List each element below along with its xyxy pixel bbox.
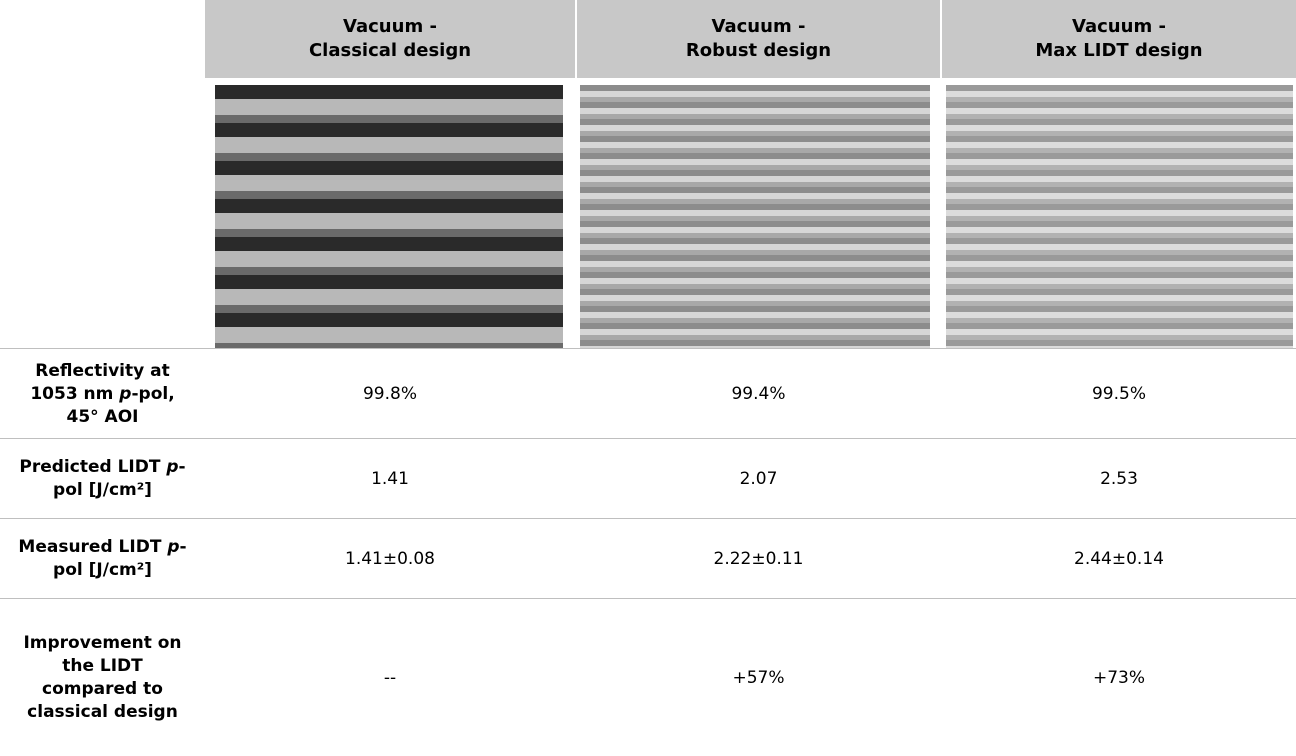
header-line: Robust design [685,40,832,61]
cell: 2.22±0.11 [713,549,804,569]
header-line: Classical design [308,40,472,61]
label-part: -pol, 45° AOI [66,383,175,427]
cell: +57% [732,667,785,688]
table-row: Reflectivity at 1053 nm p-pol, 45° AOI 99… [0,348,1296,439]
label-part: Predicted LIDT [19,457,167,477]
label-part: -pol [J/cm²] [53,457,186,500]
label-part: Measured LIDT [18,537,168,557]
row-label: Measured LIDT p-pol [J/cm²] [18,536,188,582]
sem-image [215,85,563,348]
cell: 2.44±0.14 [1074,549,1164,569]
sem-image [580,85,930,348]
row-label: Reflectivity at 1053 nm p-pol, 45° AOI [18,360,188,429]
label-part: p [167,537,180,557]
table-row: Measured LIDT p-pol [J/cm²] 1.41±0.08 2.22… [0,518,1296,599]
cell: 99.4% [731,384,786,404]
row-label: Predicted LIDT p-pol [J/cm²] [18,456,188,502]
header-line: Vacuum - [1072,16,1166,37]
cell: -- [383,667,397,688]
label-part: p [119,383,132,404]
label-part: -pol [J/cm²] [53,537,187,580]
cell: 99.8% [362,384,417,404]
row-header: Improvement on the LIDT compared to clas… [0,599,205,756]
table-row: Improvement on the LIDT compared to clas… [0,598,1296,756]
row-header: Measured LIDT p-pol [J/cm²] [0,519,205,599]
column-header: Vacuum - Robust design [577,0,940,78]
cell: 1.41±0.08 [345,549,435,569]
header-line: Vacuum - [711,16,806,37]
row-label: Improvement on the LIDT compared to clas… [18,632,188,724]
row-header: Predicted LIDT p-pol [J/cm²] [0,439,205,519]
cell: 99.5% [1091,384,1146,404]
header-line: Max LIDT design [1035,40,1203,61]
label-part: Reflectivity at 1053 nm [30,360,170,404]
cell: 2.07 [739,469,778,489]
table-row: Predicted LIDT p-pol [J/cm²] 1.41 2.07 2.53 [0,438,1296,519]
cell: 1.41 [371,469,409,489]
sem-image [946,85,1293,348]
cell: 2.53 [1100,469,1138,489]
header-line: Vacuum - [343,16,437,37]
row-header: Reflectivity at 1053 nm p-pol, 45° AOI [0,349,205,439]
cell: +73% [1092,667,1146,688]
label-part: Improvement on the LIDT compared to clas… [23,632,182,722]
column-header: Vacuum - Max LIDT design [942,0,1296,78]
label-part: p [166,457,179,477]
column-header: Vacuum - Classical design [205,0,575,78]
